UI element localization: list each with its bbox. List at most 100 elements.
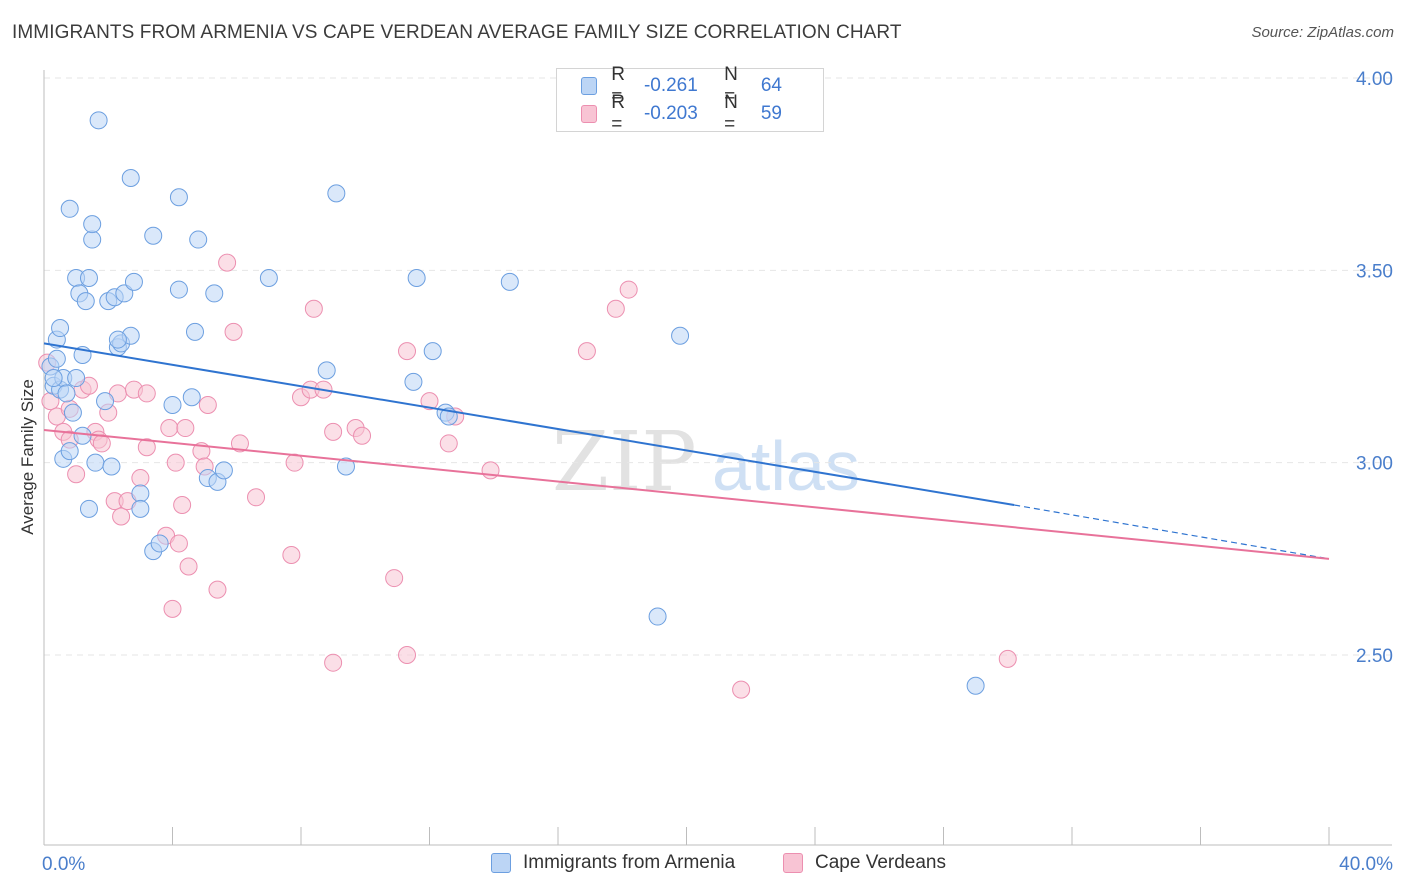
armenia-point (182, 388, 201, 407)
armenia-point (185, 322, 204, 341)
armenia-point (169, 280, 188, 299)
armenia-point (83, 230, 102, 249)
x-ticks (43, 827, 1330, 845)
legend-swatch-cape-verdean-bottom (783, 853, 803, 873)
armenia-point (96, 392, 115, 411)
cape-verdean-point (230, 434, 249, 453)
cape-verdean-point (169, 534, 188, 553)
legend-r-label: R = (611, 92, 625, 135)
axes (43, 70, 1392, 846)
armenia-point (259, 269, 278, 288)
armenia-point (423, 342, 442, 361)
legend-n-label: N = (724, 92, 738, 135)
armenia-point (327, 184, 346, 203)
series-legend: Immigrants from Armenia Cape Verdeans (0, 852, 1406, 878)
legend-row-armenia: R = -0.261 N = 64 (581, 64, 823, 107)
cape-verdean-point (304, 299, 323, 318)
armenia-point (47, 349, 66, 368)
legend-swatch-armenia (581, 77, 598, 95)
y-tick-label: 2.50 (1356, 646, 1393, 667)
armenia-point (102, 457, 121, 476)
cape-verdean-point (285, 453, 304, 472)
armenia-point (79, 269, 98, 288)
cape-verdean-point (385, 569, 404, 588)
y-tick-labels: 2.50 3.00 3.50 4.00 (1356, 69, 1393, 667)
legend-swatch-cape-verdean (581, 105, 598, 123)
cape-verdean-point (606, 299, 625, 318)
legend-n-label: N = (724, 64, 738, 107)
legend-item-armenia[interactable]: Immigrants from Armenia (491, 852, 735, 874)
cape-verdean-point (137, 384, 156, 403)
correlation-legend: R = -0.261 N = 64 R = -0.203 N = 59 (556, 64, 824, 135)
cape-verdean-point (732, 680, 751, 699)
cape-verdean-point (619, 280, 638, 299)
cape-verdean-point (577, 342, 596, 361)
cape-verdean-point (218, 253, 237, 272)
cape-verdean-trend-line (43, 428, 1330, 560)
cape-verdean-point (439, 434, 458, 453)
cape-verdean-point (398, 342, 417, 361)
legend-row-cape-verdean: R = -0.203 N = 59 (581, 92, 823, 135)
armenia-point (108, 330, 127, 349)
armenia-point (150, 534, 169, 553)
armenia-point (144, 226, 163, 245)
legend-n-value: 59 (760, 103, 782, 124)
armenia-trend-extension (1014, 504, 1330, 560)
armenia-point (73, 426, 92, 445)
armenia-point (63, 403, 82, 422)
armenia-point (163, 395, 182, 414)
armenia-point (131, 499, 150, 518)
armenia-point (500, 272, 519, 291)
armenia-point (169, 188, 188, 207)
cape-verdean-point (131, 469, 150, 488)
cape-verdean-point (163, 599, 182, 618)
armenia-point (121, 169, 140, 188)
cape-verdean-point (282, 545, 301, 564)
legend-r-value: -0.203 (643, 103, 698, 124)
armenia-point (83, 215, 102, 234)
cape-verdean-point (198, 395, 217, 414)
gridlines (44, 77, 1392, 656)
cape-verdean-point (179, 557, 198, 576)
y-tick-label: 4.00 (1356, 69, 1393, 90)
armenia-point (79, 499, 98, 518)
armenia-point (115, 284, 134, 303)
armenia-point (60, 199, 79, 218)
armenia-point (89, 111, 108, 130)
y-tick-label: 3.50 (1356, 261, 1393, 282)
cape-verdean-point (176, 419, 195, 438)
legend-label-armenia: Immigrants from Armenia (523, 852, 736, 873)
armenia-point (317, 361, 336, 380)
armenia-trend-line (43, 342, 1015, 506)
cape-verdean-point (324, 653, 343, 672)
armenia-point (205, 284, 224, 303)
armenia-point (124, 272, 143, 291)
armenia-point (671, 326, 690, 345)
armenia-point (86, 453, 105, 472)
x-tick-label-min: 0.0% (42, 854, 85, 875)
armenia-point (131, 484, 150, 503)
armenia-point (76, 292, 95, 311)
armenia-point (214, 461, 233, 480)
y-tick-label: 3.00 (1356, 454, 1393, 475)
legend-item-cape-verdean[interactable]: Cape Verdeans (783, 852, 946, 874)
cape-verdean-point (92, 434, 111, 453)
data-points (38, 111, 1017, 699)
legend-swatch-armenia-bottom (491, 853, 511, 873)
cape-verdean-point (166, 453, 185, 472)
cape-verdean-point (173, 495, 192, 514)
legend-r-label: R = (611, 64, 625, 107)
armenia-point (57, 384, 76, 403)
cape-verdean-point (398, 646, 417, 664)
cape-verdean-point (224, 322, 243, 341)
cape-verdean-point (137, 438, 156, 457)
armenia-point (67, 369, 86, 388)
trend-lines (43, 342, 1330, 560)
armenia-point (648, 607, 667, 626)
armenia-point (189, 230, 208, 249)
legend-label-cape-verdean: Cape Verdeans (815, 852, 946, 873)
cape-verdean-point (208, 580, 227, 599)
cape-verdean-point (160, 419, 179, 438)
armenia-point (966, 676, 985, 695)
